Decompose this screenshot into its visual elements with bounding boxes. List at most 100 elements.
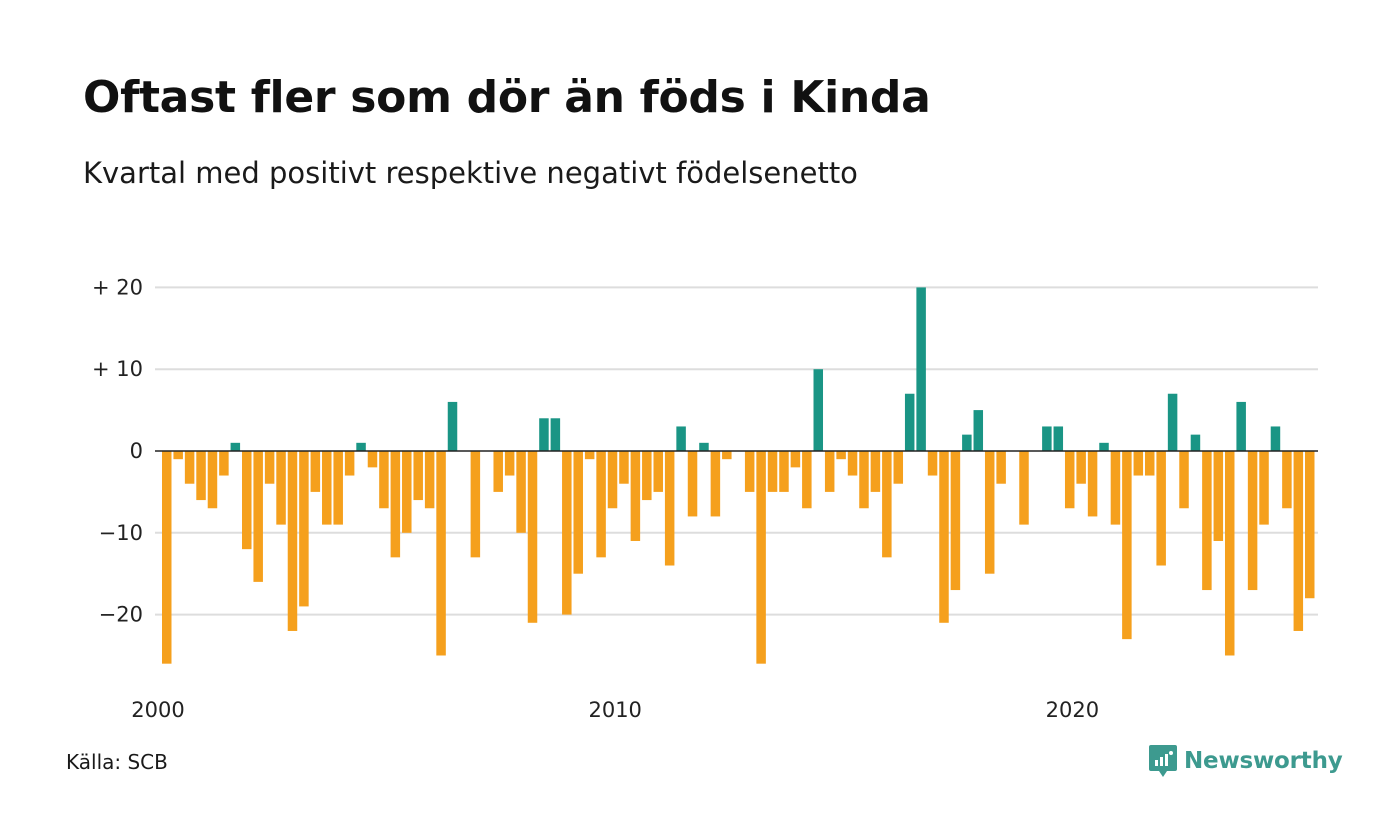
bar-negative [584, 451, 595, 460]
bar-negative [413, 451, 423, 501]
bar-negative [802, 451, 812, 509]
bar-negative [619, 451, 629, 484]
newsworthy-logo-icon [1149, 745, 1177, 777]
bar-negative [1213, 451, 1224, 541]
bar-negative [390, 451, 401, 558]
bar-negative [1122, 451, 1132, 640]
bar-negative [196, 451, 206, 501]
x-tick-label: 2020 [1046, 698, 1099, 722]
bar-negative [287, 451, 298, 631]
bar-negative [996, 451, 1006, 484]
bar-negative [710, 451, 721, 517]
bar-negative [516, 451, 526, 533]
bar-negative [1156, 451, 1166, 566]
bar-negative [493, 451, 503, 492]
bar-negative [436, 451, 446, 656]
bar-positive [1167, 393, 1178, 451]
brand-logo: Newsworthy [1148, 743, 1343, 779]
x-tick-label: 2000 [131, 698, 184, 722]
bar-negative [333, 451, 343, 525]
bar-negative [950, 451, 961, 591]
chart-subtitle: Kvartal med positivt respektive negativt… [83, 156, 858, 190]
bar-negative [630, 451, 641, 541]
bar-negative [1144, 451, 1155, 476]
bar-negative [184, 451, 195, 484]
bar-positive [973, 410, 984, 451]
bar-negative [939, 451, 949, 623]
y-tick-label: 0 [130, 439, 143, 463]
bar-positive [1099, 442, 1109, 451]
bar-negative [1019, 451, 1029, 525]
bar-negative [1076, 451, 1086, 484]
bar-positive [1042, 426, 1052, 451]
bar-negative [927, 451, 938, 476]
bar-negative [276, 451, 286, 525]
bar-negative [573, 451, 583, 574]
bar-negative [470, 451, 481, 558]
bar-negative [379, 451, 389, 509]
bar-negative [779, 451, 789, 492]
bar-negative [870, 451, 881, 492]
x-tick-label: 2010 [588, 698, 641, 722]
bar-negative [207, 451, 218, 509]
bar-positive [962, 434, 972, 451]
bar-positive [813, 369, 824, 451]
bar-chart: + 20 + 10 0 −10 −20 2000 2010 2020 [92, 275, 1318, 722]
bar-negative [1247, 451, 1258, 591]
brand-name: Newsworthy [1184, 748, 1343, 774]
bar-negative [402, 451, 412, 533]
bar-negative [1202, 451, 1212, 591]
bar-negative [1064, 451, 1075, 509]
bar-negative [664, 451, 675, 566]
bar-negative [299, 451, 309, 607]
bar-positive [230, 442, 241, 451]
bar-negative [607, 451, 618, 509]
bar-negative [1293, 451, 1304, 631]
bar-positive [1190, 434, 1201, 451]
source-note: Källa: SCB [66, 750, 168, 774]
bar-negative [893, 451, 904, 484]
y-tick-label: −10 [99, 521, 143, 545]
y-tick-label: + 10 [92, 357, 143, 381]
bar-negative [722, 451, 732, 460]
bar-negative [1133, 451, 1144, 476]
bar-negative [1224, 451, 1235, 656]
bar-negative [562, 451, 572, 615]
bar-negative [847, 451, 858, 476]
y-tick-label: + 20 [92, 275, 143, 299]
bar-negative [824, 451, 835, 492]
bar-negative [527, 451, 538, 623]
bar-negative [253, 451, 263, 582]
bar-negative [1179, 451, 1189, 509]
bar-positive [1270, 426, 1281, 451]
bar-negative [322, 451, 332, 525]
bar-negative [1259, 451, 1269, 525]
bar-positive [1053, 426, 1064, 451]
bar-negative [653, 451, 663, 492]
y-axis-ticks: + 20 + 10 0 −10 −20 [92, 275, 143, 626]
bar-negative [173, 451, 183, 460]
bar-negative [596, 451, 606, 558]
bar-positive [699, 442, 709, 451]
bar-negative [242, 451, 252, 550]
bar-negative [790, 451, 801, 468]
bar-negative [344, 451, 355, 476]
bar-negative [984, 451, 995, 574]
x-axis-ticks: 2000 2010 2020 [131, 698, 1099, 722]
y-tick-label: −20 [99, 603, 143, 627]
bar-negative [504, 451, 515, 476]
bar-negative [1110, 451, 1121, 525]
bar-negative [264, 451, 275, 484]
bar-negative [1282, 451, 1292, 509]
bars [162, 287, 1315, 664]
bar-positive [916, 287, 926, 451]
bar-positive [904, 393, 915, 451]
bar-negative [1087, 451, 1098, 517]
bar-negative [367, 451, 378, 468]
bar-negative [687, 451, 698, 517]
bar-positive [676, 426, 686, 451]
bar-negative [756, 451, 766, 664]
bar-negative [882, 451, 892, 558]
bar-positive [356, 442, 366, 451]
bar-positive [550, 418, 561, 451]
